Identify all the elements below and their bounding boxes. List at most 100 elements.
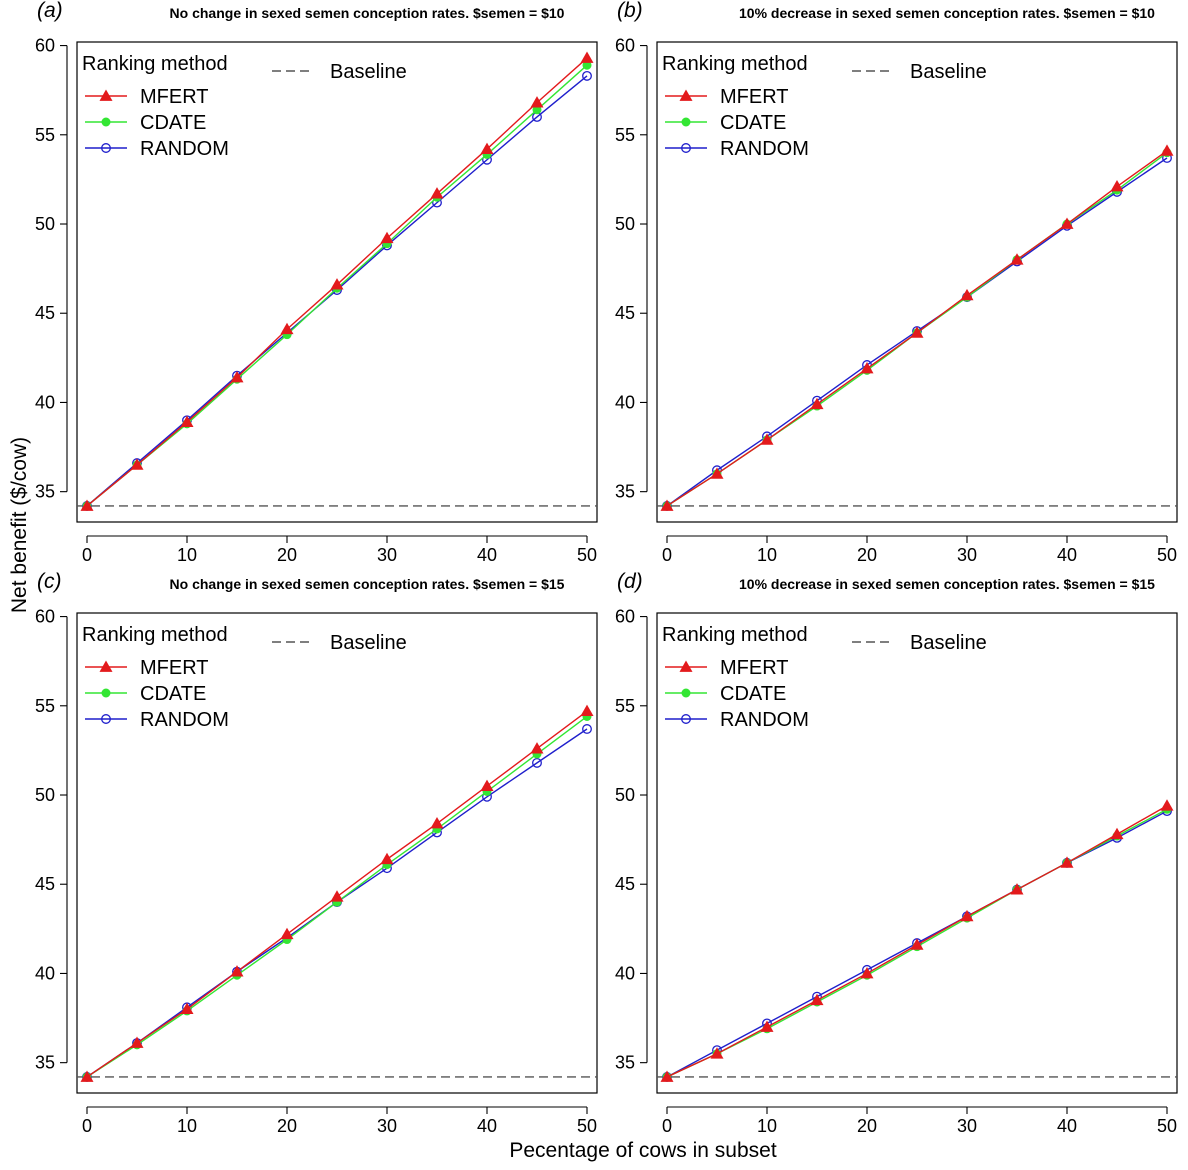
panel-a-label: (a) [37,0,63,22]
panel-b-plot-frame [656,41,1178,523]
panel-d-x-tick-label: 40 [1057,1116,1077,1136]
panel-a-series-mfert-point [230,370,244,383]
panel-b-x-tick-label: 40 [1057,545,1077,565]
panel-c-x-tick-label: 30 [377,1116,397,1136]
panel-a-legend-title: Ranking method [82,53,228,75]
panel-d-legend-marker-random [681,714,691,724]
panel-d-legend-label-cdate: CDATE [720,683,786,705]
panel-d-y-tick-label: 45 [615,874,635,894]
panel-a-series-mfert-point [580,51,594,63]
panel-b-series-mfert-point [960,288,974,301]
panel-b-y-tick-label: 40 [615,392,635,412]
panel-c-x-tick-label: 40 [477,1116,497,1136]
panel-a: (a) No change in sexed semen conception r… [35,0,598,565]
panel-b-series-mfert-point [760,433,774,445]
panel-c-legend-marker-mfert [99,660,113,672]
panel-c-series-random-point [532,757,542,768]
panel-a-y-tick-label: 55 [35,125,55,145]
panel-b-legend-title: Ranking method [662,53,808,75]
y-axis-title: Net benefit ($/cow) [8,437,31,613]
panel-d-series-mfert-point [1060,856,1074,868]
panel-a-series-mfert-point [180,415,194,427]
panel-d-legend-baseline-label: Baseline [910,632,987,654]
panel-b-y-tick-label: 50 [615,214,635,234]
panel-d-series-mfert-point [710,1047,724,1059]
panel-c-y-tick-label: 35 [35,1053,55,1073]
panel-d-legend-label-random: RANDOM [720,709,809,731]
panel-c-y-tick-label: 50 [35,785,55,805]
panel-d-y-tick-label: 40 [615,963,635,983]
panel-a-series-mfert-point [480,142,494,154]
panel-c-legend-label-cdate: CDATE [140,683,206,705]
panel-a-legend-label-mfert: MFERT [140,86,209,108]
panel-c-legend-baseline-label: Baseline [330,632,407,654]
panel-b-series-mfert-point [810,397,824,410]
panel-b-legend-marker-cdate [681,117,691,127]
panel-d-legend-marker-cdate [681,688,691,698]
panel-a-y-tick-label: 45 [35,303,55,323]
panel-b-legend-marker-mfert [679,89,693,101]
x-axis-title: Pecentage of cows in subset [509,1139,776,1162]
panel-a-series-cdate-point [532,105,542,115]
panel-c-series-mfert-point [430,817,444,829]
panel-d-x-tick-label: 50 [1157,1116,1177,1136]
panel-c-legend-title: Ranking method [82,624,228,646]
panel-d-series-mfert-point [810,993,824,1006]
panel-c-series-mfert-point [530,742,544,754]
panel-a-series-mfert-point [380,231,394,244]
panel-b-y-tick-label: 35 [615,482,635,502]
panel-b-title: 10% decrease in sexed semen conception r… [739,5,1155,21]
panel-d-series-mfert-point [860,966,874,979]
panel-a-series-random-point [582,70,592,81]
panel-a-x-tick-label: 50 [577,545,597,565]
panel-b-x-tick-label: 30 [957,545,977,565]
panel-c-series-mfert-point [180,1002,194,1015]
panels: (a) No change in sexed semen conception r… [35,0,1178,1136]
panel-b-label: (b) [617,0,643,22]
panel-c: (c) No change in sexed semen conception r… [35,570,598,1136]
panel-c-y-tick-label: 40 [35,963,55,983]
panel-c-legend-marker-random [101,714,111,724]
panel-d-x-tick-label: 0 [662,1116,672,1136]
panel-d-series-mfert-point [1010,883,1024,895]
panel-c-x-tick-label: 20 [277,1116,297,1136]
panel-b-y-tick-label: 60 [615,36,635,56]
panel-b-legend-label-random: RANDOM [720,138,809,160]
panel-a-series-mfert-point [430,187,444,199]
panel-a-series-mfert-point [530,96,544,108]
panel-c-series-mfert-point [380,852,394,865]
panel-d-title: 10% decrease in sexed semen conception r… [739,576,1155,592]
panel-c-plot-frame [76,612,598,1094]
panel-c-series-mfert-point [130,1036,144,1048]
panel-c-x-tick-label: 50 [577,1116,597,1136]
panel-c-series-mfert-point [580,704,594,717]
panel-b-y-tick-label: 55 [615,125,635,145]
panel-c-y-tick-label: 45 [35,874,55,894]
panel-d-series-mfert-point [1160,799,1174,811]
panel-b-series-mfert-point [1060,217,1074,229]
panel-b-series-mfert-point [910,326,924,338]
panel-a-legend-marker-cdate [101,117,111,127]
panel-c-x-tick-label: 10 [177,1116,197,1136]
panel-a-x-tick-label: 0 [82,545,92,565]
panel-d-series-mfert-point [1110,827,1124,840]
panel-c-series-random-point [582,724,592,734]
panel-a-series-mfert-point [130,458,144,470]
panel-d-legend-title: Ranking method [662,624,808,646]
panel-d-series-mfert-point [660,1070,674,1082]
panel-a-x-tick-label: 40 [477,545,497,565]
panel-c-series-mfert-point [330,890,344,902]
panel-d-label: (d) [617,570,643,593]
panel-d: (d) 10% decrease in sexed semen conceptio… [615,570,1178,1136]
panel-d-series-mfert-point [760,1020,774,1032]
panel-c-series-mfert-point [80,1070,94,1082]
panel-a-x-tick-label: 10 [177,545,197,565]
panel-d-plot-frame [656,612,1178,1094]
panel-a-title: No change in sexed semen conception rate… [170,5,565,21]
panel-a-legend-label-cdate: CDATE [140,112,206,134]
panel-d-legend-marker-mfert [679,660,693,672]
panel-b-x-tick-label: 10 [757,545,777,565]
panel-a-y-tick-label: 40 [35,392,55,412]
panel-c-series-mfert-point [230,965,244,977]
